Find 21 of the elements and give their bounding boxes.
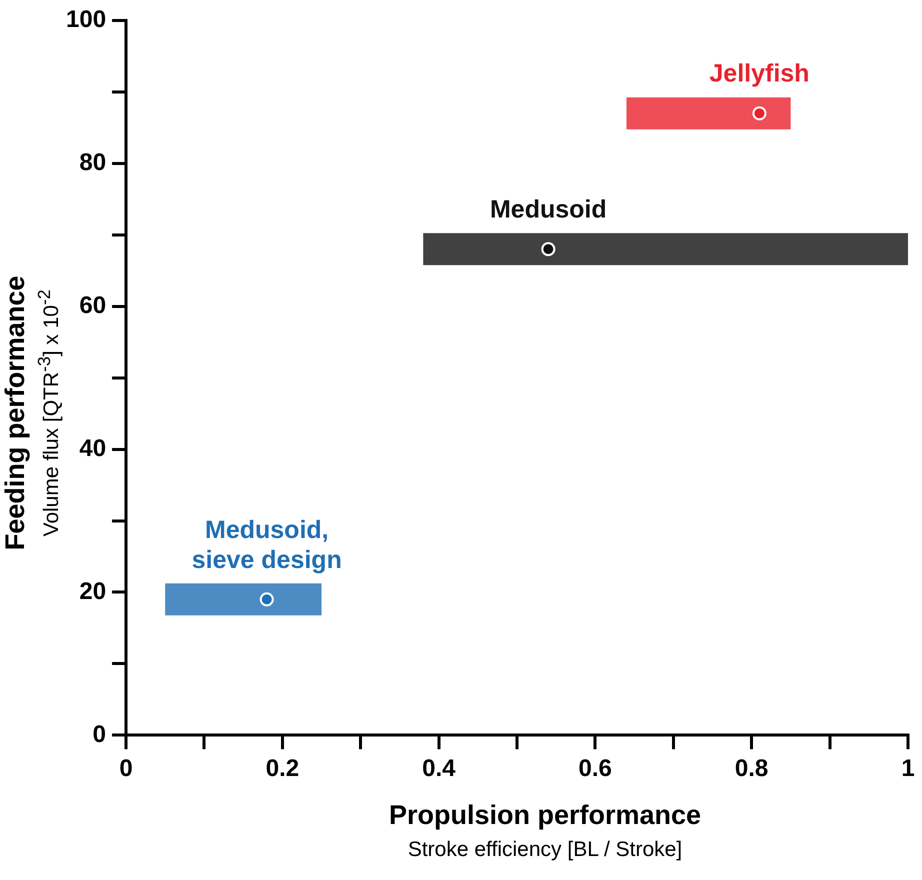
y-tick-label: 60 [79,292,106,319]
x-tick-label: 0.8 [734,755,768,782]
x-tick-label: 0 [119,755,133,782]
y-tick-label: 0 [92,720,106,748]
y-axis-title: Feeding performance [0,276,31,550]
x-axis-title: Propulsion performance [388,800,702,831]
x-tick-label: 0.4 [422,755,456,782]
x-tick-label: 0.6 [578,755,612,782]
x-tick-label: 1 [901,755,915,782]
y-tick-label: 40 [79,434,106,462]
point [541,242,556,256]
y-tick-label: 100 [66,6,106,34]
y-tick-label: 80 [79,148,106,176]
text: Stroke efficiency [BL / Stroke] [406,838,684,862]
x-tick-label: 0.2 [266,755,300,782]
point [752,106,766,120]
series-label: Medusoid [490,196,607,224]
series-label: Jellyfish [709,60,810,88]
series-label: Medusoid, sieve design [192,516,342,574]
point [260,592,274,606]
y-tick-label: 20 [79,578,106,605]
